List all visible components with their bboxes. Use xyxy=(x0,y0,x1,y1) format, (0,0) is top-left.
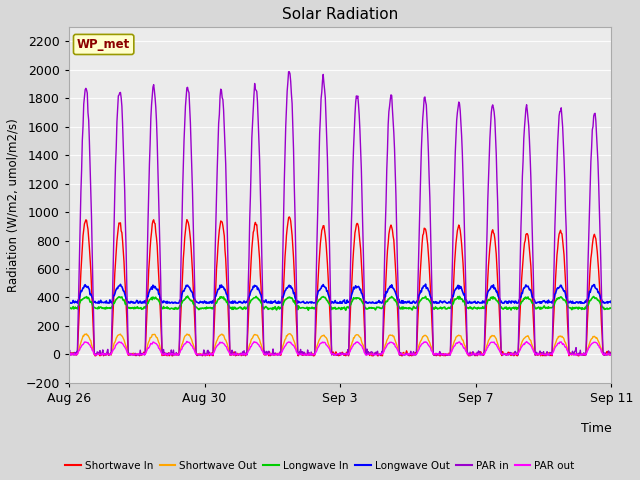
Shortwave In xyxy=(365,351,372,357)
Shortwave In xyxy=(143,300,151,306)
Line: Shortwave In: Shortwave In xyxy=(69,217,640,356)
Shortwave Out xyxy=(624,331,632,336)
Shortwave In xyxy=(131,352,139,358)
Text: WP_met: WP_met xyxy=(77,38,131,51)
Longwave In xyxy=(65,306,73,312)
Longwave Out xyxy=(65,300,73,306)
Longwave Out xyxy=(131,300,138,305)
Line: Shortwave Out: Shortwave Out xyxy=(69,334,640,354)
Shortwave Out xyxy=(131,351,139,357)
PAR in xyxy=(131,350,139,356)
Shortwave In xyxy=(182,221,190,227)
Legend: Shortwave In, Shortwave Out, Longwave In, Longwave Out, PAR in, PAR out: Shortwave In, Shortwave Out, Longwave In… xyxy=(61,456,579,475)
Line: Longwave In: Longwave In xyxy=(69,296,640,310)
Shortwave Out xyxy=(143,344,151,349)
PAR out xyxy=(364,351,372,357)
Shortwave In xyxy=(65,351,73,357)
Longwave Out xyxy=(143,297,150,302)
Longwave In xyxy=(365,306,372,312)
Y-axis label: Radiation (W/m2, umol/m2/s): Radiation (W/m2, umol/m2/s) xyxy=(7,118,20,292)
Shortwave Out xyxy=(68,351,76,357)
Shortwave In xyxy=(413,336,421,342)
PAR out xyxy=(506,351,513,357)
Longwave In xyxy=(506,306,514,312)
PAR in xyxy=(365,349,372,355)
Longwave In xyxy=(413,303,421,309)
Shortwave In xyxy=(506,352,514,358)
Longwave In xyxy=(143,302,150,308)
Longwave Out xyxy=(182,285,189,291)
Line: Longwave Out: Longwave Out xyxy=(69,284,640,303)
Shortwave In xyxy=(285,214,293,220)
Shortwave Out xyxy=(182,332,190,338)
PAR out xyxy=(182,340,190,346)
Shortwave Out xyxy=(506,351,513,357)
Text: Time: Time xyxy=(580,421,611,435)
Longwave In xyxy=(131,304,138,310)
PAR in xyxy=(182,94,190,99)
Longwave In xyxy=(182,296,189,302)
Line: PAR in: PAR in xyxy=(69,72,640,355)
PAR in xyxy=(67,352,74,358)
PAR in xyxy=(413,314,421,320)
Longwave Out xyxy=(505,298,513,304)
PAR in xyxy=(506,349,514,355)
Longwave Out xyxy=(625,281,633,287)
Line: PAR out: PAR out xyxy=(69,341,640,355)
PAR out xyxy=(131,351,139,357)
PAR in xyxy=(285,69,293,74)
PAR in xyxy=(143,252,151,257)
PAR in xyxy=(65,350,73,356)
Longwave In xyxy=(342,307,349,313)
PAR out xyxy=(143,347,151,352)
Title: Solar Radiation: Solar Radiation xyxy=(282,7,398,22)
PAR out xyxy=(413,351,420,357)
Longwave In xyxy=(184,293,191,299)
Shortwave Out xyxy=(413,351,420,357)
Shortwave In xyxy=(91,353,99,359)
Shortwave Out xyxy=(364,350,372,356)
PAR out xyxy=(623,338,631,344)
PAR out xyxy=(65,351,73,357)
Shortwave Out xyxy=(65,351,73,357)
Longwave Out xyxy=(412,300,420,306)
Longwave Out xyxy=(363,300,371,306)
PAR out xyxy=(67,352,75,358)
